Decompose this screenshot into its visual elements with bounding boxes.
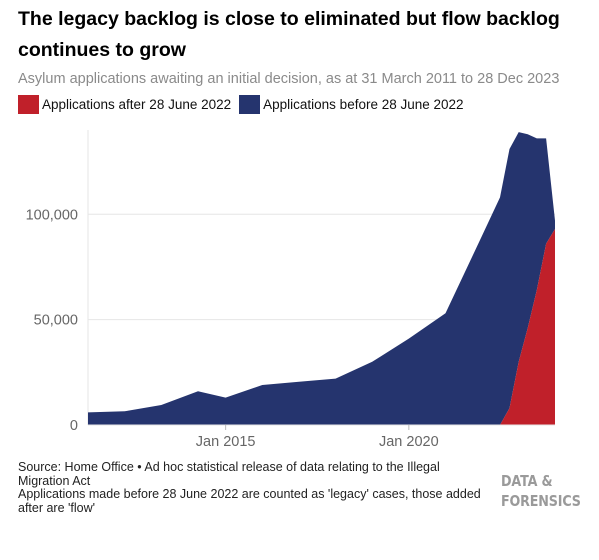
chart-subtitle: Asylum applications awaiting an initial … [18,71,560,87]
series-area-flow [500,229,555,425]
y-tick-label: 100,000 [26,207,78,223]
legend-item-flow: Applications after 28 June 2022 [18,95,231,114]
legend-label-legacy: Applications before 28 June 2022 [263,97,464,112]
chart-legend: Applications after 28 June 2022 Applicat… [18,95,472,114]
source-note: Source: Home Office • Ad hoc statistical… [18,460,440,488]
series-area-legacy [88,132,555,425]
y-tick-label: 50,000 [34,313,78,329]
x-tick-label: Jan 2015 [196,434,256,450]
area-chart: 0 50,000 100,000 Jan 2015 Jan 2020 [26,130,555,450]
chart-footer: Source: Home Office • Ad hoc statistical… [18,460,488,515]
definition-note: Applications made before 28 June 2022 ar… [18,487,481,515]
logo-line-2: FORENSICS [501,492,581,510]
y-tick-label: 0 [70,418,78,434]
logo-line-1: DATA & [501,472,553,490]
legend-item-legacy: Applications before 28 June 2022 [239,95,464,114]
data-forensics-logo: DATA & FORENSICS [501,471,581,511]
legend-swatch-legacy [239,95,261,114]
chart-title: The legacy backlog is close to eliminate… [18,8,560,61]
legend-swatch-flow [18,95,39,114]
legend-label-flow: Applications after 28 June 2022 [42,97,232,112]
x-tick-label: Jan 2020 [379,434,439,450]
